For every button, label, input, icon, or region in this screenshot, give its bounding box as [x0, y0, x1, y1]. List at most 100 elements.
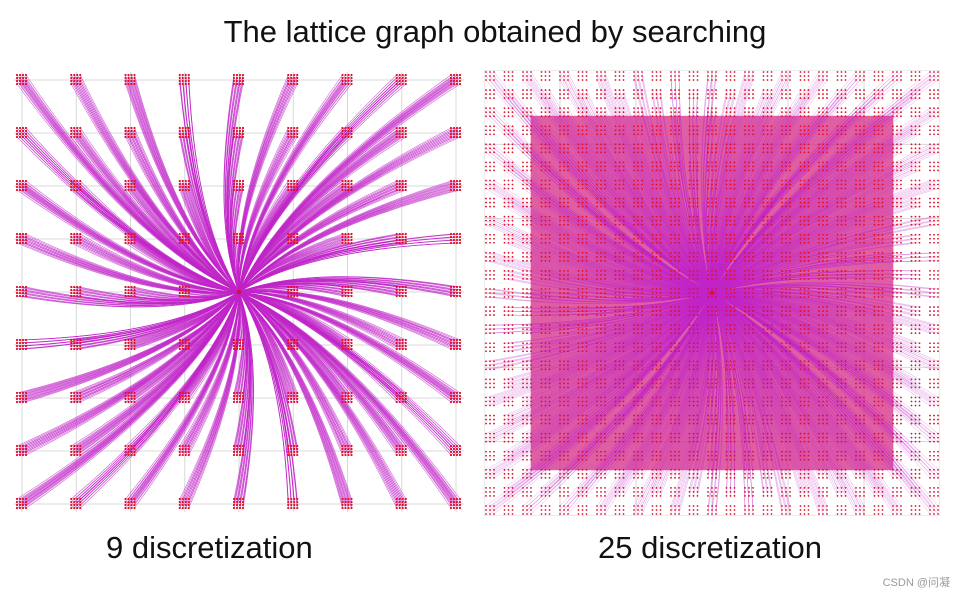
lattice-node	[347, 132, 350, 136]
lattice-node	[130, 79, 133, 83]
lattice-node	[178, 285, 181, 289]
lattice-node	[452, 341, 456, 345]
lattice-node	[452, 394, 456, 398]
lattice-node	[181, 235, 184, 239]
lattice-node	[293, 185, 296, 189]
lattice-node	[235, 394, 239, 398]
lattice-node	[347, 394, 350, 398]
lattice-node	[449, 294, 453, 298]
lattice-node	[24, 79, 28, 83]
lattice-node	[133, 503, 136, 507]
lattice-node	[238, 76, 242, 80]
lattice-node	[73, 179, 76, 183]
lattice-edge	[80, 291, 240, 350]
lattice-node	[290, 73, 293, 77]
lattice-node	[401, 344, 404, 348]
lattice-node	[455, 450, 459, 454]
lattice-node	[241, 73, 245, 77]
lattice-node	[293, 453, 296, 457]
lattice-node	[184, 338, 187, 342]
lattice-node	[232, 182, 236, 186]
lattice-node	[24, 453, 28, 457]
lattice-node	[341, 82, 344, 86]
lattice-node	[70, 347, 73, 351]
lattice-node	[76, 79, 79, 83]
lattice-node	[184, 238, 187, 242]
lattice-node	[70, 506, 73, 510]
lattice-node	[18, 76, 22, 80]
lattice-node	[350, 503, 353, 507]
lattice-node	[232, 241, 236, 245]
nodes	[15, 73, 462, 510]
lattice-node	[395, 288, 398, 292]
lattice-node	[76, 394, 79, 398]
lattice-node	[187, 135, 190, 139]
lattice-node	[124, 135, 127, 139]
lattice-node	[232, 188, 236, 192]
lattice-node	[238, 447, 242, 451]
lattice-node	[241, 238, 245, 242]
lattice-node	[235, 400, 239, 404]
lattice-node	[395, 285, 398, 289]
lattice-node	[341, 73, 344, 77]
lattice-node	[70, 179, 73, 183]
lattice-node	[79, 73, 82, 77]
lattice-node	[449, 450, 453, 454]
lattice-node	[24, 444, 28, 448]
lattice-edge	[697, 242, 713, 294]
lattice-node	[187, 288, 190, 292]
lattice-node	[133, 344, 136, 348]
lattice-node	[341, 397, 344, 401]
lattice-node	[15, 391, 19, 395]
lattice-node	[184, 179, 187, 183]
lattice-edge	[670, 292, 713, 362]
lattice-node	[395, 447, 398, 451]
lattice-node	[178, 444, 181, 448]
lattice-node	[21, 182, 25, 186]
lattice-node	[452, 179, 456, 183]
lattice-edge	[711, 292, 828, 507]
lattice-node	[79, 497, 82, 501]
lattice-node	[178, 79, 181, 83]
lattice-node	[347, 344, 350, 348]
lattice-node	[124, 288, 127, 292]
lattice-node	[15, 444, 19, 448]
lattice-node	[455, 338, 459, 342]
lattice-node	[184, 79, 187, 83]
lattice-edge	[711, 292, 824, 511]
lattice-node	[455, 400, 459, 404]
lattice-node	[18, 444, 22, 448]
lattice-node	[350, 288, 353, 292]
lattice-node	[24, 182, 28, 186]
lattice-node	[76, 76, 79, 80]
lattice-node	[184, 76, 187, 80]
origin-node	[236, 289, 242, 295]
lattice-node	[350, 347, 353, 351]
lattice-node	[293, 338, 296, 342]
lattice-node	[449, 453, 453, 457]
lattice-node	[124, 291, 127, 295]
lattice-node	[404, 185, 407, 189]
lattice-node	[73, 450, 76, 454]
lattice-node	[70, 344, 73, 348]
lattice-node	[130, 235, 133, 239]
lattice-node	[458, 391, 462, 395]
lattice-node	[455, 506, 459, 510]
lattice-node	[76, 506, 79, 510]
lattice-node	[398, 453, 401, 457]
lattice-node	[395, 235, 398, 239]
lattice-node	[133, 506, 136, 510]
lattice-node	[455, 394, 459, 398]
lattice-node	[241, 391, 245, 395]
lattice-node	[124, 503, 127, 507]
lattice-node	[181, 232, 184, 236]
lattice-node	[187, 453, 190, 457]
lattice-edge	[711, 292, 865, 507]
lattice-node	[455, 497, 459, 501]
lattice-node	[395, 76, 398, 80]
lattice-node	[296, 447, 299, 451]
lattice-node	[344, 288, 347, 292]
lattice-node	[124, 447, 127, 451]
lattice-node	[124, 506, 127, 510]
lattice-node	[133, 126, 136, 130]
